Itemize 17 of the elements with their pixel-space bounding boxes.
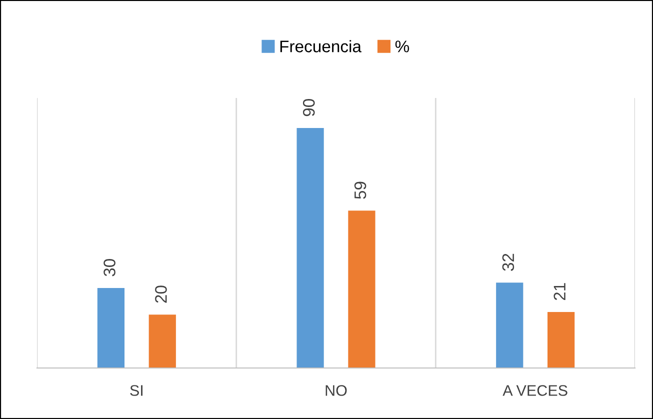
legend-label: Frecuencia [280, 40, 362, 52]
bar [296, 128, 324, 368]
data-label: 20 [155, 286, 167, 303]
x-tick-label: A VECES [502, 385, 568, 396]
x-tick-label: NO [326, 385, 347, 396]
data-label: 59 [354, 182, 366, 199]
bar [148, 314, 176, 368]
bar [547, 312, 575, 368]
data-label: 30 [104, 259, 116, 276]
bar [348, 210, 376, 368]
legend-label: % [395, 40, 410, 52]
data-label: 21 [554, 283, 566, 300]
data-label: 90 [302, 99, 315, 116]
bar [97, 288, 125, 368]
bar [496, 282, 524, 368]
x-tick-label: SI [130, 385, 142, 396]
data-label: 32 [502, 254, 514, 271]
